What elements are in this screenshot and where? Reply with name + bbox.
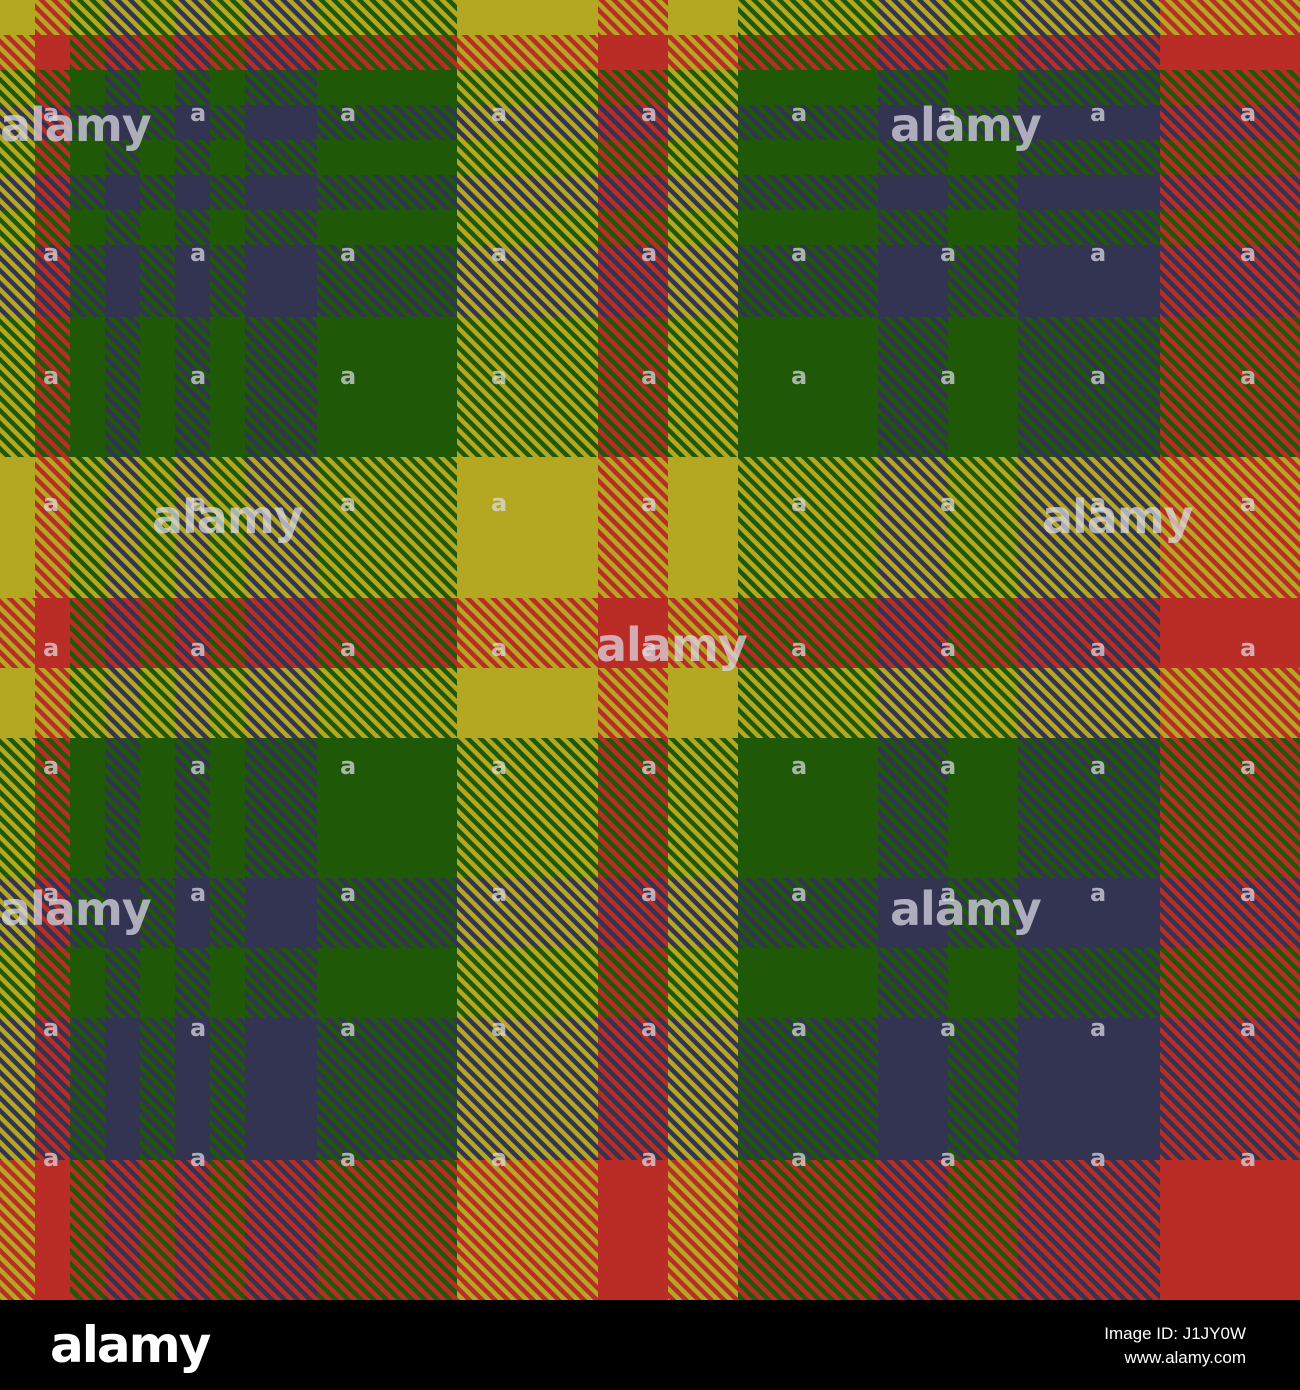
- solid-block-yellow: [457, 457, 598, 598]
- solid-block-yellow: [457, 0, 598, 35]
- solid-block-navy: [1018, 1018, 1160, 1160]
- solid-block-green: [948, 948, 1018, 1018]
- solid-block-red: [35, 1160, 70, 1300]
- solid-block-green: [738, 210, 878, 245]
- warp-stripe-yellow: [668, 0, 738, 1300]
- footer-bar: alamy Image ID: J1JY0W www.alamy.com: [0, 1300, 1300, 1390]
- solid-block-navy: [105, 105, 140, 140]
- solid-block-navy: [105, 1018, 140, 1160]
- warp-stripe-green: [210, 0, 245, 1300]
- solid-block-green: [317, 317, 457, 457]
- solid-block-navy: [245, 1018, 317, 1160]
- solid-block-navy: [878, 1018, 948, 1160]
- solid-block-yellow: [0, 0, 35, 35]
- solid-block-red: [598, 35, 668, 70]
- solid-block-red: [598, 598, 668, 668]
- warp-stripe-green: [317, 0, 457, 1300]
- solid-block-navy: [175, 1018, 210, 1160]
- solid-block-green: [210, 317, 245, 457]
- solid-block-green: [140, 140, 175, 175]
- solid-block-green: [738, 738, 878, 878]
- solid-block-green: [70, 140, 105, 175]
- warp-stripe-green: [948, 0, 1018, 1300]
- solid-block-yellow: [0, 668, 35, 738]
- solid-block-green: [140, 948, 175, 1018]
- solid-block-red: [1160, 35, 1300, 70]
- site-url: www.alamy.com: [1124, 1348, 1246, 1367]
- solid-block-yellow: [0, 457, 35, 598]
- warp-stripe-yellow: [0, 0, 35, 1300]
- solid-block-green: [140, 317, 175, 457]
- solid-block-green: [948, 210, 1018, 245]
- image-meta: Image ID: J1JY0W www.alamy.com: [1104, 1322, 1246, 1370]
- warp-stripe-green: [70, 0, 105, 1300]
- solid-block-yellow: [668, 0, 738, 35]
- solid-blocks: [0, 0, 1300, 1300]
- solid-block-navy: [175, 245, 210, 317]
- tartan-pattern: [0, 0, 1300, 1300]
- solid-block-red: [35, 35, 70, 70]
- warp-stripe-yellow: [457, 0, 598, 1300]
- solid-block-green: [317, 210, 457, 245]
- solid-block-red: [1160, 598, 1300, 668]
- solid-block-red: [598, 1160, 668, 1300]
- solid-block-navy: [1018, 105, 1160, 140]
- solid-block-green: [317, 948, 457, 1018]
- solid-block-navy: [1018, 878, 1160, 948]
- alamy-logo: alamy: [50, 1316, 211, 1374]
- solid-block-green: [70, 948, 105, 1018]
- solid-block-navy: [1018, 175, 1160, 210]
- solid-block-navy: [245, 105, 317, 140]
- solid-block-navy: [878, 105, 948, 140]
- solid-block-green: [317, 70, 457, 105]
- solid-block-green: [738, 70, 878, 105]
- solid-block-navy: [175, 105, 210, 140]
- solid-block-green: [948, 140, 1018, 175]
- warp-stripe-green: [738, 0, 878, 1300]
- solid-block-green: [317, 738, 457, 878]
- solid-block-red: [35, 598, 70, 668]
- solid-block-navy: [878, 245, 948, 317]
- solid-block-navy: [1018, 245, 1160, 317]
- solid-block-green: [70, 210, 105, 245]
- solid-block-green: [210, 140, 245, 175]
- solid-block-yellow: [457, 668, 598, 738]
- solid-block-red: [1160, 1160, 1300, 1300]
- image-id-label: Image ID: J1JY0W: [1104, 1324, 1246, 1343]
- solid-block-navy: [105, 245, 140, 317]
- solid-block-green: [140, 210, 175, 245]
- solid-block-green: [738, 317, 878, 457]
- solid-block-navy: [245, 878, 317, 948]
- solid-block-green: [948, 70, 1018, 105]
- solid-block-green: [210, 738, 245, 878]
- solid-block-green: [70, 738, 105, 878]
- solid-block-navy: [245, 175, 317, 210]
- solid-block-green: [210, 948, 245, 1018]
- solid-block-green: [210, 210, 245, 245]
- solid-block-green: [210, 70, 245, 105]
- warp-stripe-green: [140, 0, 175, 1300]
- solid-block-navy: [105, 175, 140, 210]
- solid-block-green: [70, 317, 105, 457]
- solid-block-green: [317, 140, 457, 175]
- solid-block-navy: [105, 878, 140, 948]
- solid-block-green: [140, 70, 175, 105]
- solid-block-navy: [878, 175, 948, 210]
- solid-block-green: [948, 317, 1018, 457]
- solid-block-green: [948, 738, 1018, 878]
- solid-block-green: [738, 140, 878, 175]
- solid-block-navy: [245, 245, 317, 317]
- solid-block-navy: [878, 878, 948, 948]
- solid-block-yellow: [668, 457, 738, 598]
- tartan-pattern-graphic: [0, 0, 1300, 1300]
- solid-block-green: [738, 948, 878, 1018]
- solid-block-navy: [175, 175, 210, 210]
- solid-block-green: [140, 738, 175, 878]
- solid-block-green: [70, 70, 105, 105]
- solid-block-navy: [175, 878, 210, 948]
- solid-block-yellow: [668, 668, 738, 738]
